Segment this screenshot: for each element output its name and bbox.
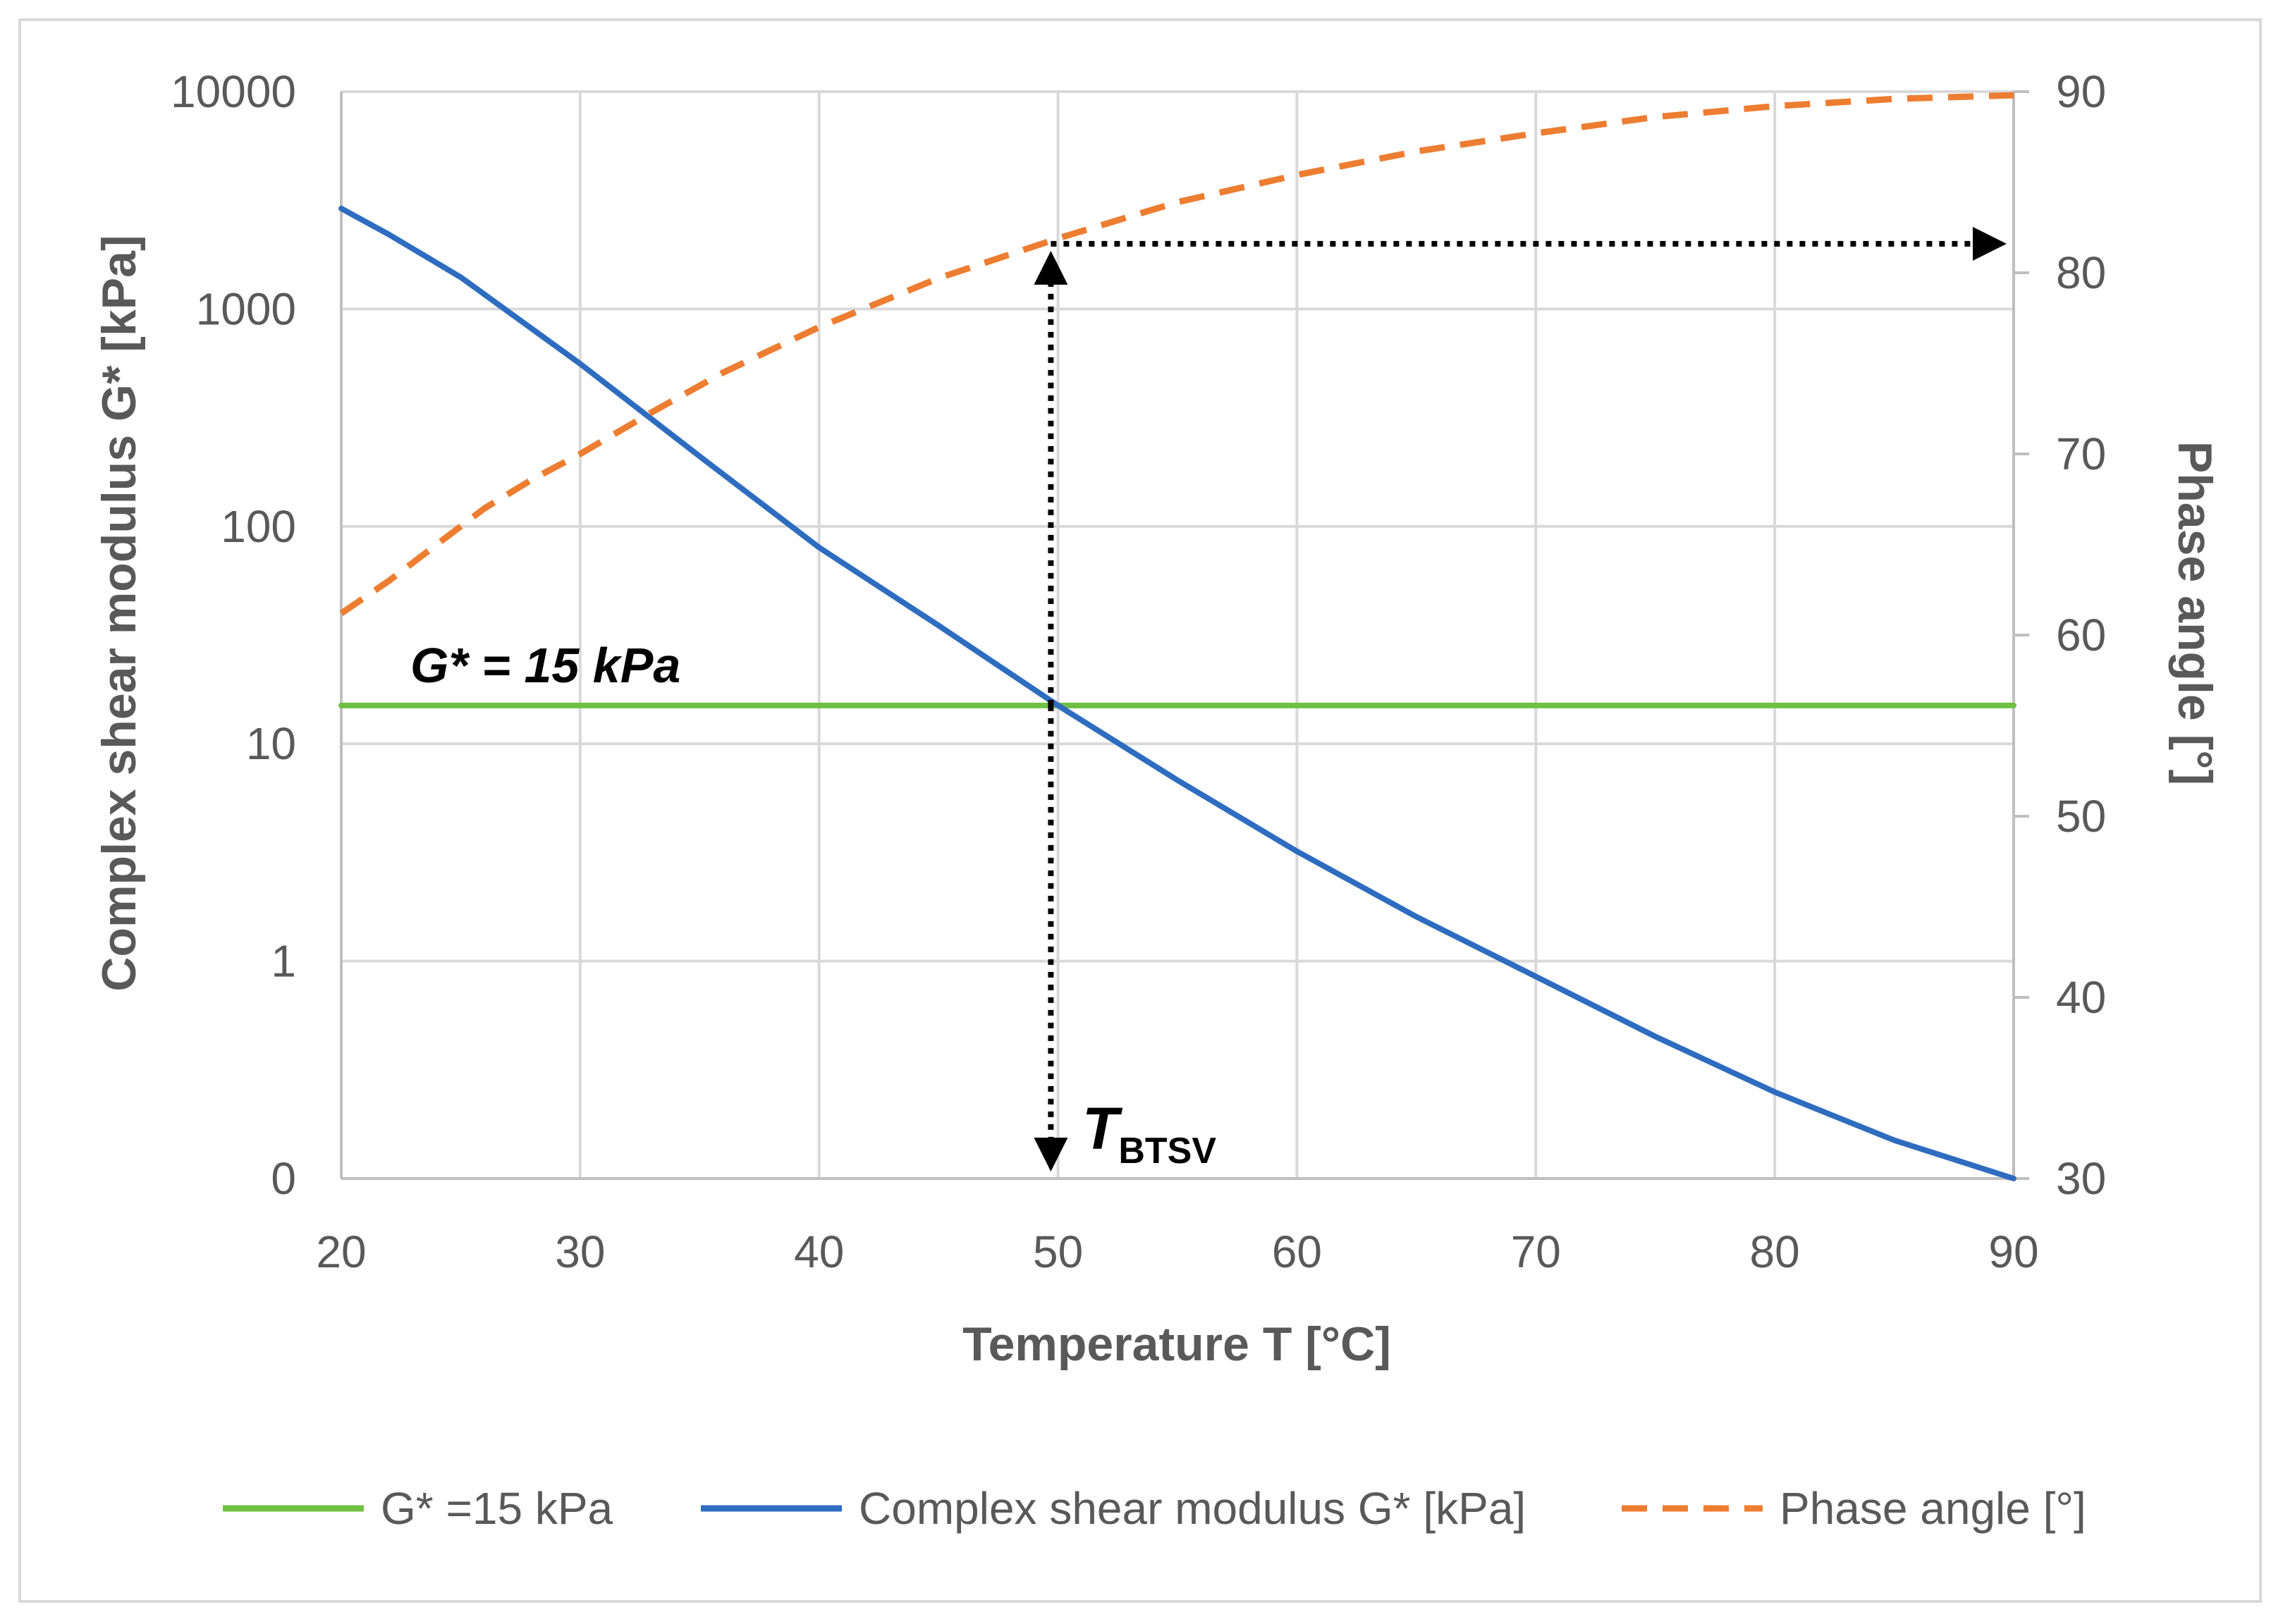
y-tick-label: 0	[271, 1153, 296, 1204]
y2-tick-label: 70	[2056, 429, 2106, 479]
y-axis-title: Complex shear modulus G* [kPa]	[92, 235, 146, 991]
y2-tick-label: 80	[2056, 247, 2106, 298]
x-tick-label: 90	[1988, 1226, 2038, 1277]
y2-tick-label: 60	[2056, 610, 2106, 660]
legend-label: Phase angle [°]	[1780, 1483, 2086, 1534]
x-tick-label: 70	[1511, 1226, 1561, 1277]
phase-angle-line	[339, 92, 2014, 616]
complex-shear-modulus-line	[338, 205, 2016, 1181]
y-tick-labels: 0 1 10 100 1000 10000	[171, 66, 296, 1204]
x-axis-title: Temperature T [°C]	[962, 1317, 1391, 1371]
t-btsv-subscript: BTSV	[1118, 1131, 1216, 1171]
y-tick-label: 1	[271, 936, 296, 987]
y-tick-label: 100	[221, 501, 296, 552]
y-tick-label: 10	[246, 718, 296, 769]
x-tick-label: 40	[794, 1226, 844, 1277]
y2-tick-labels: 30 40 50 60 70 80 90	[2056, 66, 2106, 1204]
gridlines	[340, 90, 2029, 1180]
y-tick-label: 10000	[171, 66, 296, 117]
chart-frame	[18, 18, 2262, 1603]
x-tick-label: 30	[555, 1226, 605, 1277]
threshold-annotation: G* = 15 kPa	[410, 638, 680, 693]
legend-label: Complex shear modulus G* [kPa]	[859, 1483, 1526, 1534]
x-tick-labels: 20 30 40 50 60 70 80 90	[316, 1226, 2038, 1277]
y-tick-label: 1000	[196, 283, 296, 334]
y2-tick-label: 40	[2056, 972, 2106, 1023]
t-btsv-annotation: TBTSV	[1082, 1095, 1216, 1171]
x-tick-label: 60	[1272, 1226, 1322, 1277]
t-btsv-letter: T	[1082, 1095, 1123, 1162]
x-tick-label: 20	[316, 1226, 366, 1277]
y2-tick-label: 30	[2056, 1153, 2106, 1204]
annotation-arrows	[1034, 226, 2007, 1171]
legend-label: G* =15 kPa	[381, 1483, 613, 1534]
y2-axis-title: Phase angle [°]	[2168, 441, 2222, 785]
legend: G* =15 kPa Complex shear modulus G* [kPa]…	[223, 1483, 2086, 1534]
y2-tick-label: 90	[2056, 66, 2106, 117]
y2-tick-label: 50	[2056, 791, 2106, 842]
series-lines	[338, 92, 2016, 1181]
x-tick-label: 50	[1033, 1226, 1083, 1277]
x-tick-label: 80	[1750, 1226, 1800, 1277]
